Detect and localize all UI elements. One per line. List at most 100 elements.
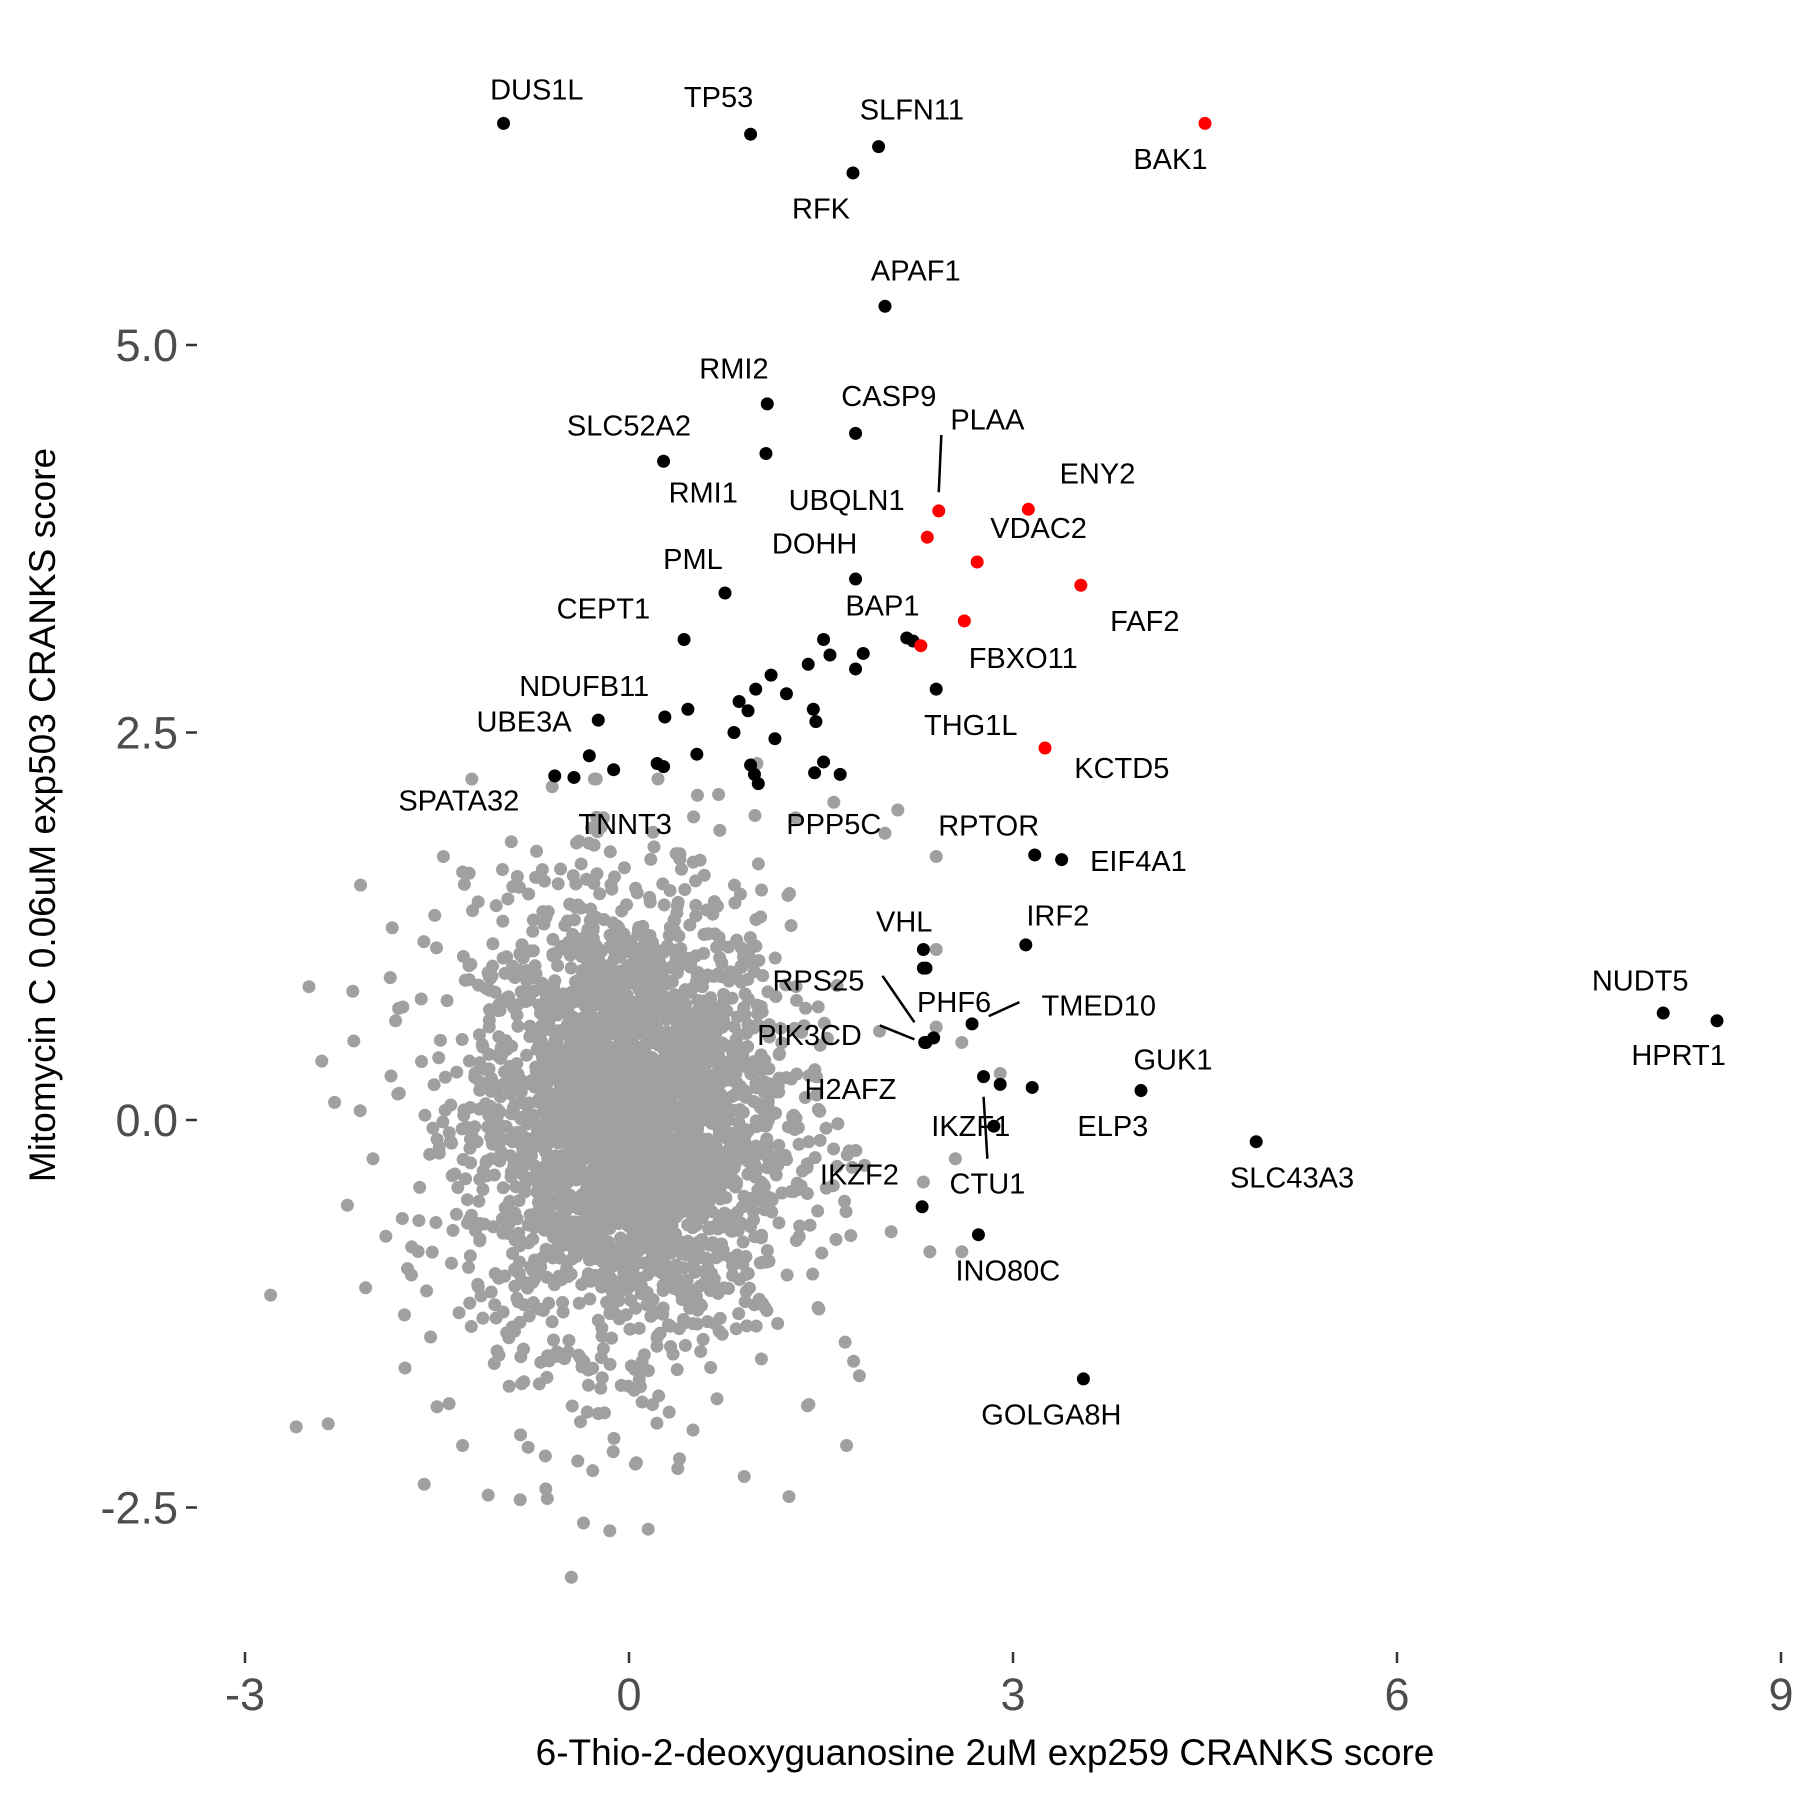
background-point [678,1005,692,1019]
background-point [473,1216,487,1230]
background-point [606,1192,620,1206]
background-point [484,1285,498,1299]
background-point [712,788,726,801]
background-point [727,1142,741,1156]
background-point [643,890,657,904]
background-point [497,1077,511,1091]
background-point [674,862,688,876]
background-point [634,1287,648,1301]
background-point [710,1392,724,1406]
label-fbxo11: FBXO11 [969,643,1078,675]
background-point [739,1250,753,1264]
point-thg1l [929,682,943,696]
background-point [748,809,762,823]
background-point [596,1255,610,1269]
label-vdac2: VDAC2 [990,513,1087,545]
background-point [736,1105,750,1119]
point-bak1 [1198,116,1212,130]
background-point [481,1120,495,1134]
background-point [520,1048,534,1062]
background-point [779,978,793,992]
background-point [657,972,671,986]
background-point [591,1313,605,1327]
background-point [558,991,572,1005]
background-point [749,1164,763,1178]
point-casp9 [849,426,863,440]
background-point [829,1232,843,1246]
background-point [769,1168,783,1182]
background-point [780,1268,794,1282]
background-point [637,963,651,977]
background-point [575,1278,589,1292]
point-irf2 [1019,938,1033,952]
highlighted-point [607,763,621,777]
background-point [620,898,634,912]
background-point [599,1169,613,1183]
background-point [597,913,611,927]
point-apaf1 [878,299,892,313]
background-point [471,1277,485,1291]
background-point [545,1211,559,1225]
background-point [726,1259,740,1273]
background-point [562,1333,576,1347]
background-point [693,853,707,867]
background-point [591,825,605,839]
background-point [790,1067,804,1081]
background-point [528,1139,542,1153]
background-point [683,1301,697,1315]
connector-pik3cd [879,1024,915,1041]
background-point [600,1295,614,1309]
background-point [554,862,568,876]
background-point [698,1156,712,1170]
point-eny2 [1021,502,1035,516]
background-point [815,1246,829,1260]
background-point [621,1379,635,1393]
background-point [662,1405,676,1419]
background-point [650,1416,664,1430]
background-point [590,867,604,881]
background-point [379,1229,393,1243]
background-point [533,1302,547,1316]
background-point [502,1217,516,1231]
background-point [795,1164,809,1178]
background-point [508,1279,522,1293]
background-point [556,1295,570,1309]
background-point [718,1206,732,1220]
background-point [383,971,397,985]
background-point [496,951,510,965]
point-elp3 [1025,1080,1039,1094]
background-point [436,1115,450,1129]
x-tick-label: 6 [1384,1669,1409,1720]
background-point [713,823,727,837]
background-point [532,1037,546,1051]
background-point [755,883,769,897]
background-point [738,987,752,1001]
point-tp53 [744,127,758,141]
point-slfn11 [872,140,886,154]
label-ndufb11: NDUFB11 [519,671,649,703]
background-point [670,899,684,913]
label-ubqln1: UBQLN1 [789,485,905,517]
background-point [574,1120,588,1134]
background-point [751,857,765,871]
background-point [500,1043,514,1057]
background-point [583,994,597,1008]
background-point [760,1244,774,1258]
background-point [535,976,549,990]
background-point [461,1216,475,1230]
background-point [436,850,450,863]
label-ikzf2: IKZF2 [820,1159,899,1191]
y-tick-label: -2.5 [100,1483,178,1534]
y-tick-label: 5.0 [115,320,178,371]
background-point [455,1032,469,1046]
background-point [643,1036,657,1050]
background-point [732,1307,746,1321]
point-pml [718,586,732,600]
background-point [440,994,454,1008]
background-point [423,1147,437,1161]
background-point [878,826,892,840]
background-point [775,1036,789,1050]
background-point [884,1225,898,1239]
point-dus1l [497,116,511,130]
